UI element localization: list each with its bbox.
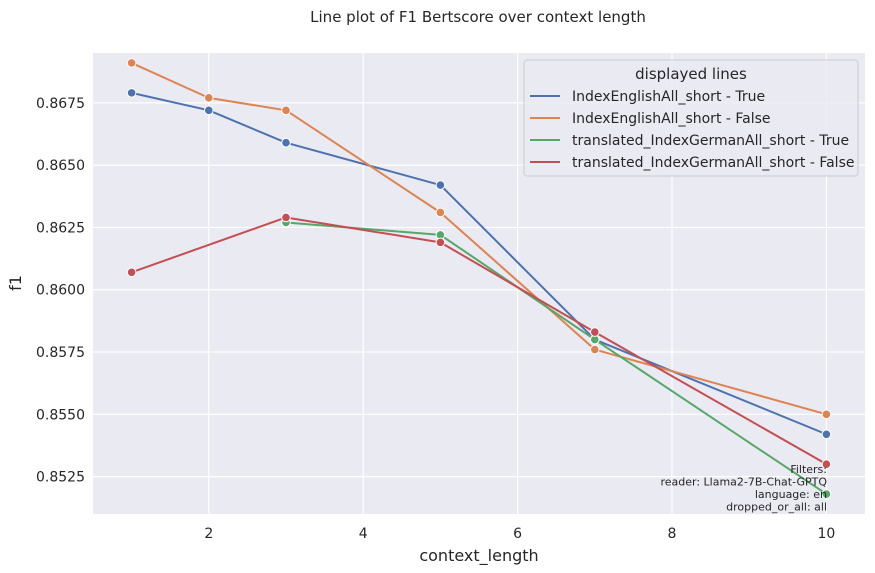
data-point — [126, 267, 137, 278]
x-tick-label: 6 — [513, 526, 522, 542]
legend-title: displayed lines — [635, 65, 747, 83]
data-point — [821, 489, 832, 499]
y-tick-labels: 0.8525 0.8550 0.8575 0.8600 0.8625 0.8650 0.86… — [36, 96, 85, 486]
data-point — [821, 429, 832, 440]
filter-line: reader: Llama2-7B-Chat-GPTQ — [660, 476, 827, 489]
filter-line: language: en — [755, 488, 827, 501]
legend-entry: translated_IndexGermanAll_short - True — [572, 133, 849, 149]
data-point — [281, 105, 291, 116]
data-point — [204, 105, 214, 116]
filters-annotation: Filters:reader: Llama2-7B-Chat-GPTQlangu… — [660, 463, 827, 514]
x-tick-label: 4 — [359, 526, 368, 542]
data-point — [821, 459, 832, 469]
series-line — [131, 91, 827, 436]
legend: displayed lines IndexEnglishAll_short - T… — [523, 59, 859, 177]
legend-entry: IndexEnglishAll_short - False — [572, 111, 771, 127]
x-tick-labels: 2 4 6 8 10 — [204, 526, 835, 542]
y-tick-label: 0.8575 — [36, 345, 85, 361]
legend-entry: IndexEnglishAll_short - True — [572, 89, 765, 105]
y-tick-label: 0.8625 — [36, 220, 85, 236]
legend-entry: translated_IndexGermanAll_short - False — [572, 155, 854, 171]
data-point — [435, 237, 446, 248]
y-tick-label: 0.8650 — [36, 158, 85, 174]
x-tick-label: 8 — [668, 526, 677, 542]
y-tick-label: 0.8525 — [36, 470, 85, 486]
series-line — [131, 62, 827, 416]
filter-line: dropped_or_all: all — [726, 501, 827, 514]
x-tick-label: 10 — [817, 526, 835, 542]
y-tick-label: 0.8550 — [36, 407, 85, 423]
data-point — [281, 137, 291, 148]
series-4 — [126, 212, 832, 469]
data-point — [590, 344, 600, 355]
filter-line: Filters: — [790, 463, 827, 476]
y-tick-label: 0.8600 — [36, 283, 85, 299]
x-axis-label: context_length — [419, 546, 538, 566]
data-point — [435, 180, 446, 190]
data-point — [204, 93, 214, 103]
y-tick-label: 0.8675 — [36, 96, 85, 112]
data-point — [126, 58, 137, 68]
data-point — [821, 409, 832, 420]
chart-title: Line plot of F1 Bertscore over context l… — [310, 8, 646, 26]
y-axis-label: f1 — [6, 275, 25, 291]
data-point — [126, 88, 137, 98]
data-point — [281, 212, 291, 223]
data-point — [590, 327, 600, 337]
legend-box — [523, 59, 859, 177]
data-point — [435, 207, 446, 218]
series-2 — [126, 58, 832, 420]
x-tick-label: 2 — [204, 526, 213, 542]
series-layer — [126, 58, 832, 499]
